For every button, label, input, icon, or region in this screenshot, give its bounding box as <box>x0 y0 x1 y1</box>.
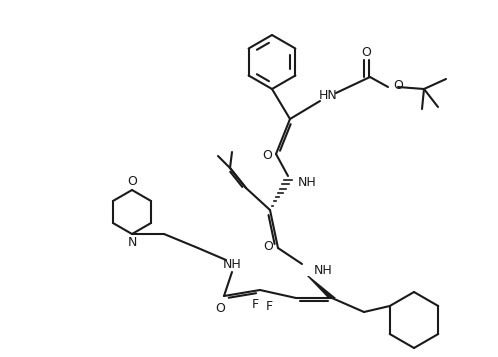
Text: F: F <box>251 297 258 311</box>
Text: NH: NH <box>298 176 317 188</box>
Text: O: O <box>263 240 273 252</box>
Text: O: O <box>262 149 272 161</box>
Text: NH: NH <box>314 263 333 277</box>
Text: N: N <box>127 236 136 250</box>
Text: NH: NH <box>223 257 242 271</box>
Polygon shape <box>307 276 336 298</box>
Text: O: O <box>215 302 225 315</box>
Text: O: O <box>127 175 137 187</box>
Text: O: O <box>361 45 371 59</box>
Text: F: F <box>265 300 272 312</box>
Text: HN: HN <box>319 89 337 101</box>
Text: O: O <box>393 79 403 91</box>
